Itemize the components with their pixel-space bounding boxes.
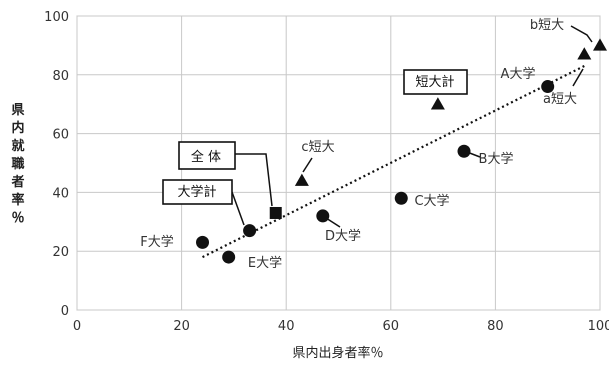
label-box (178, 141, 236, 170)
point-F大学 (196, 235, 210, 249)
point-label: 全 体 (191, 149, 221, 165)
y-tick-label: 100 (44, 10, 69, 25)
y-tick-label: 80 (52, 69, 69, 84)
y-tick-label: 20 (52, 245, 69, 260)
point-label: c短大 (301, 140, 334, 155)
x-tick-label: 60 (383, 319, 400, 334)
x-axis-title: 県内出身者率％ (292, 345, 383, 361)
data-points (196, 38, 607, 264)
point-c短大 (294, 173, 309, 186)
point-D大学 (316, 209, 330, 223)
leader-line (572, 68, 584, 87)
plot-frame (76, 15, 601, 311)
y-axis-title: 県内就職者率％ (10, 103, 24, 226)
leader-lines (231, 25, 593, 228)
leader-line (235, 153, 273, 207)
point-label: E大学 (248, 255, 282, 271)
tick-labels: 0 20 40 60 80 100 0 20 40 60 80 100 (44, 10, 609, 334)
x-tick-label: 20 (173, 319, 190, 334)
y-tick-label: 0 (61, 304, 69, 319)
x-tick-label: 0 (73, 319, 81, 334)
point-label: F大学 (140, 234, 173, 250)
point-大学計 (243, 224, 257, 238)
y-tick-label: 40 (52, 186, 69, 201)
point-b短大 (593, 38, 607, 51)
point-label: b短大 (530, 18, 564, 33)
point-E大学 (222, 250, 236, 264)
y-tick-label: 60 (52, 128, 69, 143)
label-box (403, 69, 468, 95)
x-tick-label: 40 (278, 319, 295, 334)
grid (76, 15, 601, 311)
point-全体 (269, 206, 282, 219)
point-label: C大学 (414, 193, 449, 209)
x-tick-label: 100 (588, 319, 609, 334)
label-box (162, 179, 233, 205)
point-label: A大学 (501, 66, 536, 82)
leader-line (231, 191, 245, 226)
trendline-group (202, 64, 585, 259)
trendline (202, 64, 585, 259)
point-label: 短大計 (415, 74, 454, 90)
point-label: 大学計 (177, 184, 216, 200)
leader-line (302, 157, 313, 173)
x-tick-label: 80 (487, 319, 504, 334)
point-label: B大学 (479, 151, 514, 167)
leader-line (325, 217, 341, 228)
leader-line (570, 25, 593, 43)
point-label: a短大 (543, 92, 577, 107)
point-C大学 (394, 191, 408, 205)
point-a短大 (577, 47, 592, 60)
point-B大学 (457, 144, 471, 158)
point-短大計 (430, 97, 445, 110)
point-label: D大学 (325, 228, 361, 244)
point-A大学 (541, 80, 555, 94)
